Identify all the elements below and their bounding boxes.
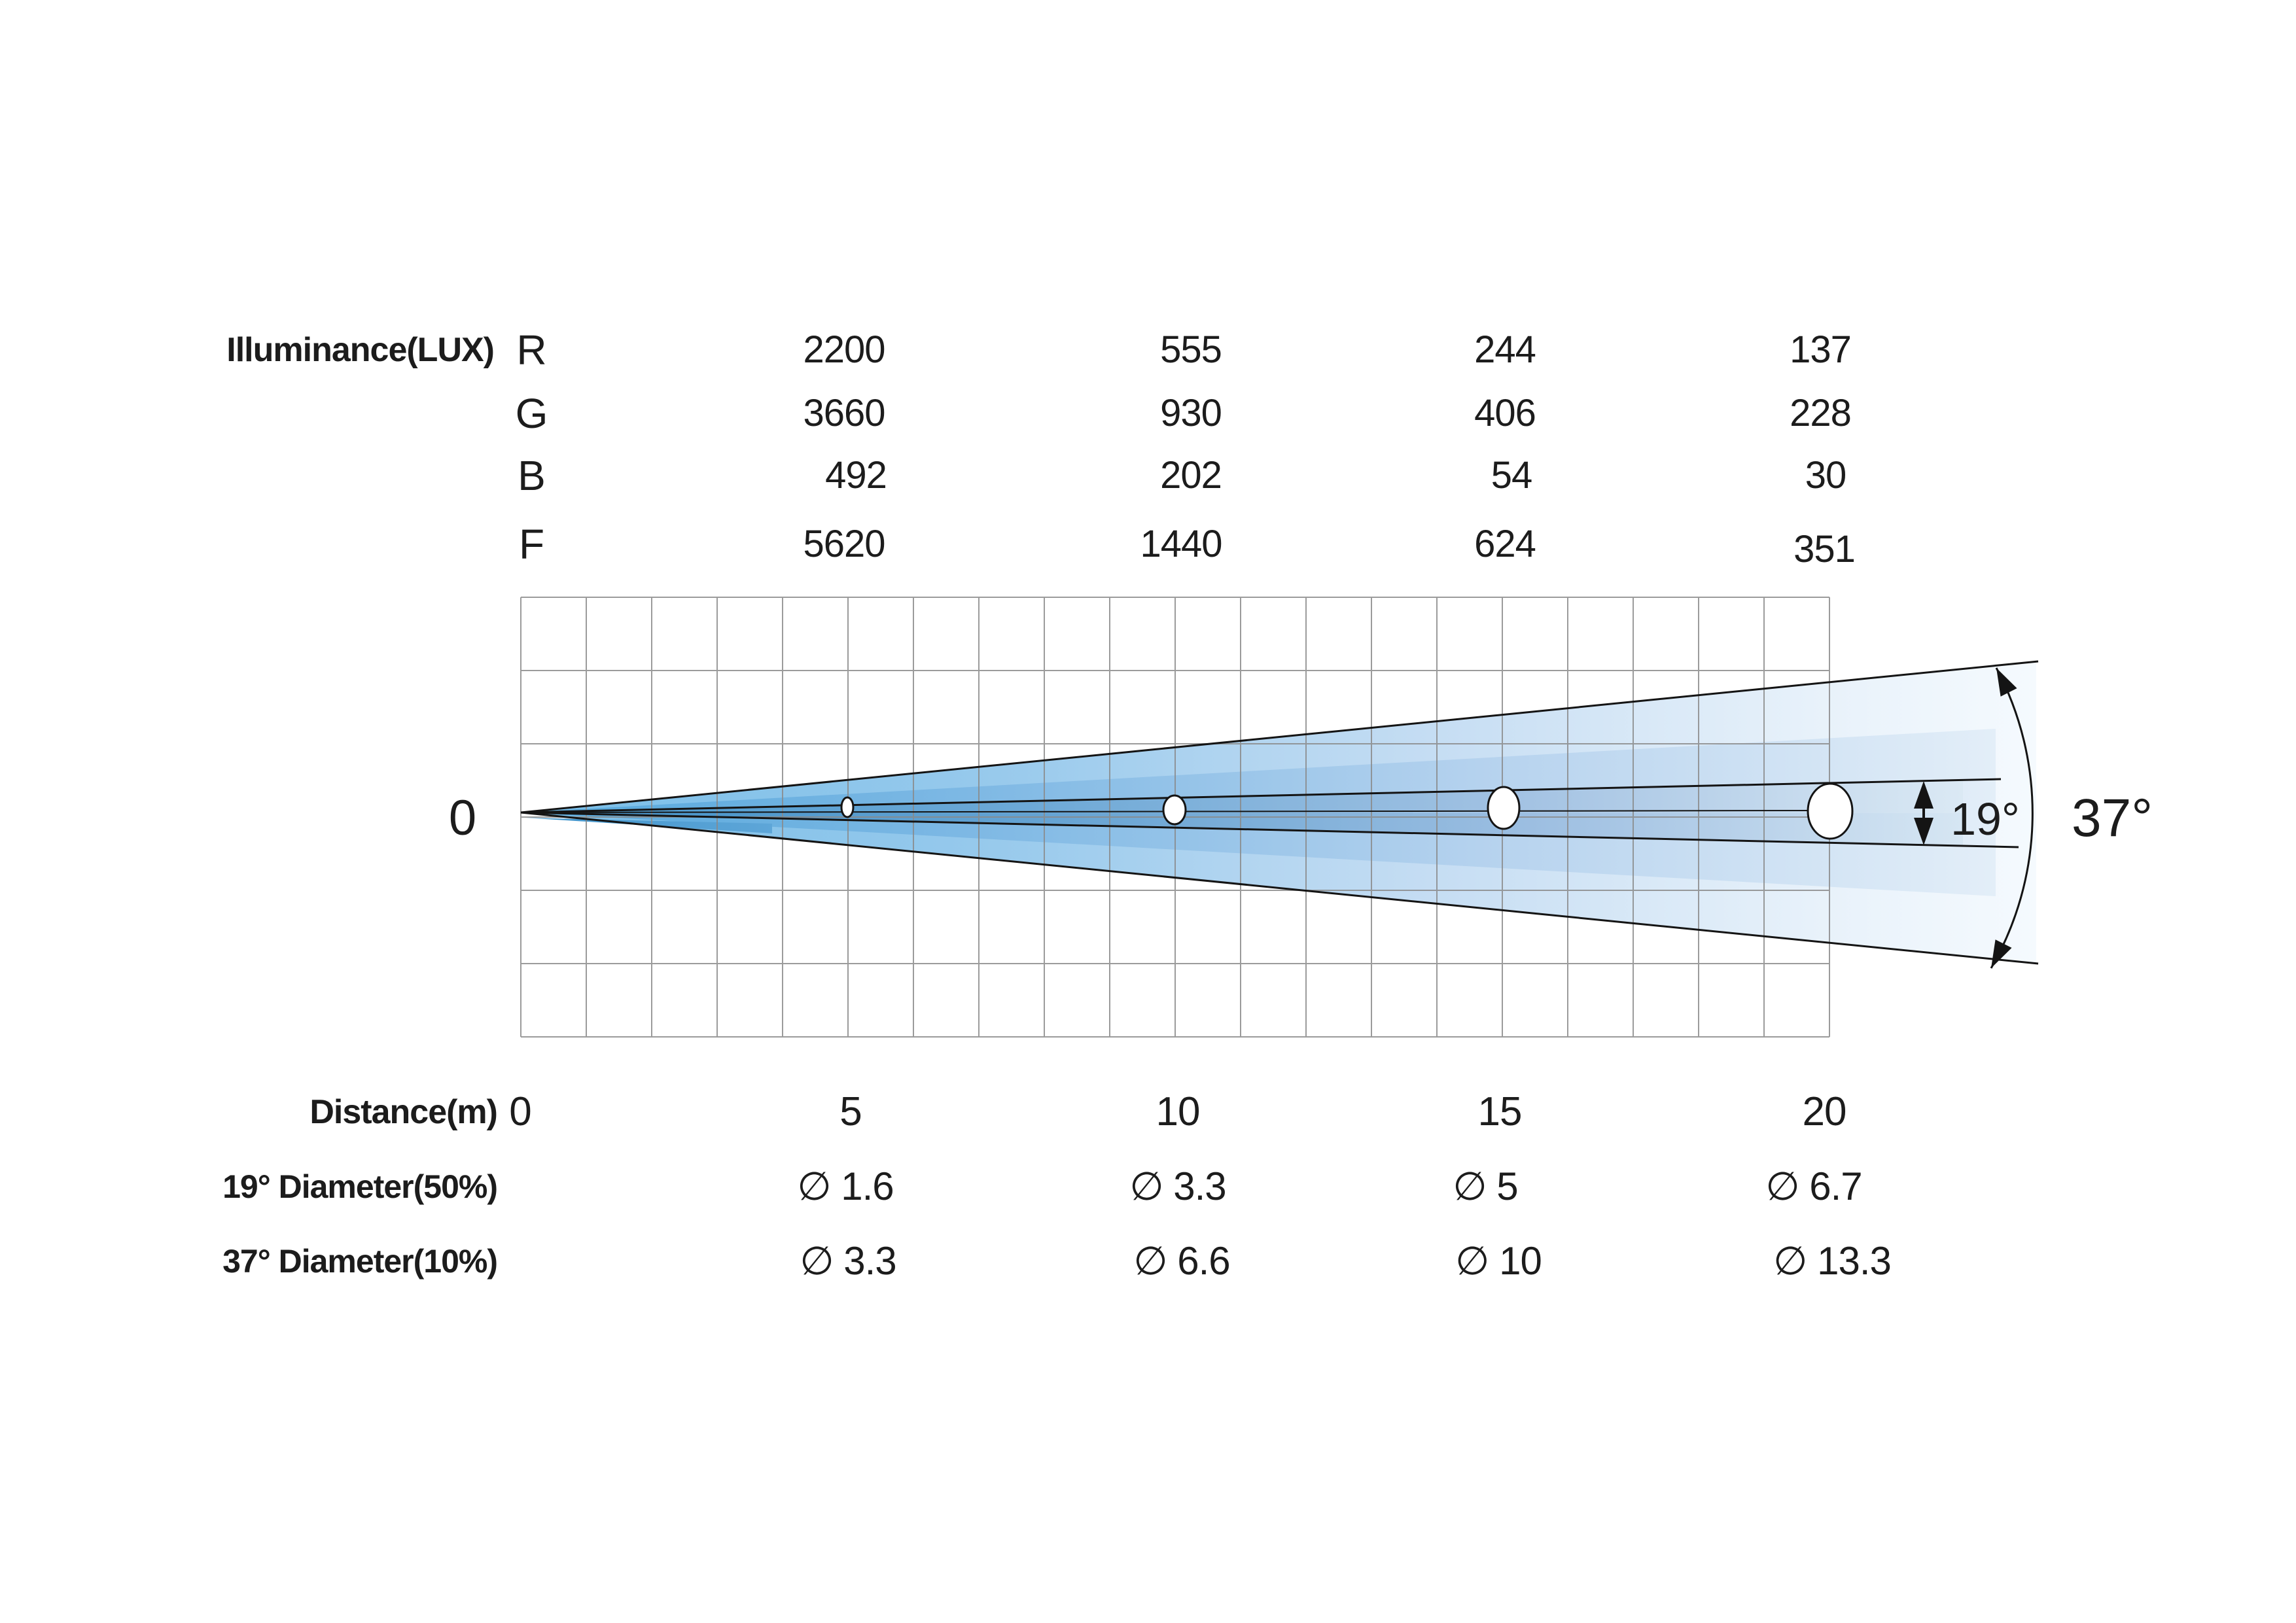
distance-value-0: 0 [509, 1089, 531, 1134]
distance-value-10: 10 [1156, 1089, 1201, 1134]
illuminance-g-10m: 930 [1160, 392, 1222, 434]
diameter-19deg-15m: ∅ 5 [1453, 1164, 1518, 1208]
illuminance-r-5m: 2200 [803, 328, 885, 371]
illuminance-b-20m: 30 [1805, 454, 1847, 497]
illuminance-f-15m: 624 [1474, 523, 1536, 565]
arrowhead-up-icon [1914, 781, 1934, 809]
illuminance-r-15m: 244 [1474, 328, 1536, 371]
channel-label-b: B [518, 452, 546, 499]
distance-value-5: 5 [839, 1089, 862, 1134]
beam-spot-10m [1162, 794, 1187, 826]
angle-19deg-label: 19° [1951, 794, 2020, 845]
beam-spot-5m [840, 796, 855, 818]
angle-arc-37deg [1990, 667, 2034, 969]
dimension-arrow-19deg [1914, 781, 1934, 845]
channel-label-f: F [518, 521, 544, 568]
channel-label-g: G [515, 390, 548, 437]
illuminance-g-20m: 228 [1790, 392, 1852, 434]
beam-origin-label: 0 [448, 790, 477, 846]
illuminance-f-10m: 1440 [1140, 523, 1222, 565]
illuminance-b-10m: 202 [1160, 454, 1222, 497]
diameter-37deg-5m: ∅ 3.3 [800, 1239, 896, 1283]
distance-value-20: 20 [1802, 1089, 1847, 1134]
illuminance-r-20m: 137 [1790, 328, 1852, 371]
beam-edge-inner-top [520, 778, 2002, 814]
diameter-19deg-5m: ∅ 1.6 [797, 1164, 894, 1208]
illuminance-g-15m: 406 [1474, 392, 1536, 434]
beam-spots [840, 782, 1854, 840]
illuminance-b-15m: 54 [1491, 454, 1533, 497]
angle-37deg-label: 37° [2071, 788, 2153, 848]
diameter-19deg-label: 19° Diameter(50%) [222, 1168, 498, 1205]
diameter-19deg-20m: ∅ 6.7 [1765, 1164, 1862, 1208]
beam-spot-20m [1807, 782, 1854, 840]
diameter-37deg-label: 37° Diameter(10%) [222, 1243, 498, 1280]
arc-arrowhead-top-icon [1996, 668, 2017, 697]
beam-edge-outer-top [520, 660, 2039, 814]
illuminance-f-5m: 5620 [803, 523, 885, 565]
diameter-19deg-10m: ∅ 3.3 [1129, 1164, 1226, 1208]
arc-arrowhead-bottom-icon [1991, 939, 2012, 968]
diameter-37deg-10m: ∅ 6.6 [1133, 1239, 1230, 1283]
illuminance-b-5m: 492 [825, 454, 887, 497]
diameter-37deg-15m: ∅ 10 [1455, 1239, 1542, 1283]
illuminance-f-20m: 351 [1793, 528, 1856, 570]
illuminance-g-5m: 3660 [803, 392, 885, 434]
diameter-37deg-20m: ∅ 13.3 [1773, 1239, 1892, 1283]
beam-edge-outer-bottom [520, 811, 2039, 965]
illuminance-r-10m: 555 [1160, 328, 1222, 371]
beam-edge-inner-bottom [520, 811, 2019, 848]
beam-spot-15m [1487, 786, 1521, 830]
illuminance-label: Illuminance(LUX) [226, 331, 495, 369]
channel-label-r: R [516, 326, 546, 374]
arrowhead-down-icon [1914, 818, 1934, 845]
distance-label: Distance(m) [309, 1093, 498, 1131]
distance-value-15: 15 [1477, 1089, 1523, 1134]
